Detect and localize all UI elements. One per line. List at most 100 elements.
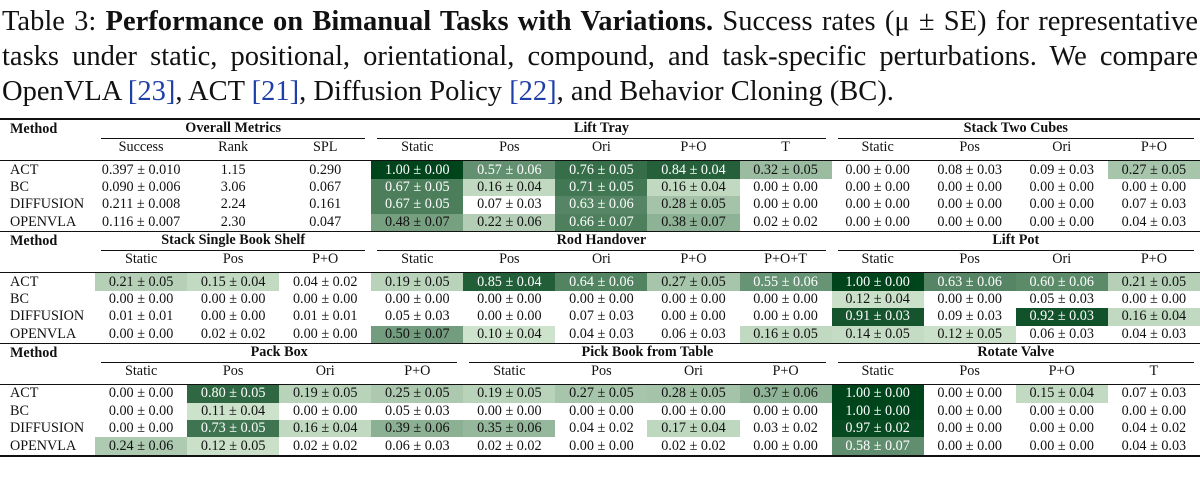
cell: 0.06 ± 0.03 (371, 437, 464, 457)
citation: [22] (509, 76, 557, 107)
cell: 0.07 ± 0.03 (1121, 196, 1187, 213)
cell: 0.04 ± 0.02 (279, 272, 372, 291)
group-header-cell: Rotate Valve (831, 342, 1200, 363)
cell: 0.00 ± 0.00 (1121, 178, 1187, 195)
method-name: BC (10, 290, 29, 307)
cell: 0.00 ± 0.00 (108, 290, 174, 307)
column-header: Static (124, 363, 158, 380)
method-header: Method (0, 230, 96, 251)
column-header: P+O (404, 363, 431, 380)
cell: 1.15 (187, 160, 280, 179)
data-row: DIFFUSION 0.00 ± 0.00 0.73 ± 0.05 0.16 ± 0.… (0, 420, 1200, 438)
cell: 0.28 ± 0.05 (647, 196, 740, 214)
column-header: Ori (1052, 251, 1072, 268)
method-name: ACT (0, 384, 96, 403)
cell: 0.02 ± 0.02 (647, 437, 740, 457)
cell: 0.04 ± 0.03 (569, 325, 634, 342)
column-header: Pos (222, 363, 244, 380)
cell: 0.84 ± 0.04 (647, 160, 740, 179)
data-row: BC 0.00 ± 0.00 0.11 ± 0.04 0.00 ± 0.00 0.05 … (0, 402, 1200, 421)
cell: 0.00 ± 0.00 (739, 437, 832, 457)
group-header-cell: Rod Handover (371, 230, 832, 251)
cell: 0.15 ± 0.04 (1015, 384, 1108, 403)
cell: 0.12 ± 0.04 (831, 290, 924, 309)
cell: 0.11 ± 0.04 (187, 402, 280, 421)
group-title: Pick Book from Table (469, 344, 826, 363)
cell: 1.00 ± 0.00 (831, 402, 924, 421)
column-header: Static (861, 139, 894, 156)
spacer (0, 363, 95, 385)
cell: 0.00 ± 0.00 (1029, 196, 1094, 213)
cell: 0.22 ± 0.06 (463, 213, 556, 232)
cell: 0.05 ± 0.03 (385, 308, 450, 325)
group-title: Rod Handover (377, 232, 826, 251)
cell: 0.00 ± 0.00 (937, 178, 1002, 195)
column-header: Ori (1052, 139, 1072, 156)
data-row: BC 0.090 ± 0.006 3.06 0.067 0.67 ± 0.05 0.16 … (0, 178, 1200, 197)
column-header: Ori (591, 251, 611, 268)
column-header: P+O (1140, 251, 1167, 268)
spacer (0, 251, 95, 273)
cell: 0.02 ± 0.02 (463, 437, 556, 457)
caption-label: Table 3: (2, 6, 97, 37)
cell: 0.04 ± 0.03 (1121, 325, 1187, 342)
method-name: DIFFUSION (10, 308, 85, 325)
column-header: Pos (499, 251, 520, 268)
cell: 2.30 (220, 213, 246, 230)
column-header: P+O (1140, 139, 1167, 156)
cell: 0.00 ± 0.00 (108, 402, 174, 419)
cell: 0.00 ± 0.00 (661, 290, 726, 307)
cell: 0.211 ± 0.008 (101, 196, 181, 213)
cell: 0.63 ± 0.06 (923, 272, 1016, 291)
cell: 0.00 ± 0.00 (1015, 437, 1108, 457)
cell: 0.16 ± 0.04 (647, 178, 740, 197)
cell: 0.71 ± 0.05 (555, 178, 648, 197)
cell: 1.00 ± 0.00 (371, 160, 464, 179)
cell: 0.00 ± 0.00 (95, 384, 188, 403)
cell: 0.00 ± 0.00 (1121, 290, 1187, 307)
cell: 0.00 ± 0.00 (753, 178, 818, 195)
column-header: Pos (959, 251, 980, 268)
cell: 0.01 ± 0.01 (292, 308, 358, 325)
group-title: Stack Single Book Shelf (101, 232, 366, 251)
data-row: OPENVLA 0.24 ± 0.06 0.12 ± 0.05 0.02 ± 0.02… (0, 437, 1200, 457)
method-name: OPENVLA (10, 213, 77, 230)
cell: 0.58 ± 0.07 (831, 437, 924, 457)
data-row: ACT 0.397 ± 0.010 1.15 0.290 1.00 ± 0.00 0.57… (0, 160, 1200, 179)
cell: 0.00 ± 0.00 (1029, 402, 1094, 419)
table-caption: Table 3: Performance on Bimanual Tasks w… (0, 0, 1200, 118)
column-header: Rank (218, 139, 249, 156)
group-header-cell: Overall Metrics (95, 118, 372, 139)
method-name: BC (10, 402, 29, 419)
column-header: SPL (312, 139, 338, 156)
citation: [21] (251, 76, 300, 107)
cell: 0.05 ± 0.03 (1029, 290, 1094, 307)
cell: 0.05 ± 0.03 (385, 402, 450, 419)
cell: 0.21 ± 0.05 (1107, 272, 1200, 291)
column-header: Ori (591, 139, 611, 156)
spacer (0, 139, 95, 161)
cell: 0.00 ± 0.00 (923, 384, 1016, 403)
data-row: DIFFUSION 0.01 ± 0.01 0.00 ± 0.00 0.01 ± 0.… (0, 308, 1200, 326)
cell: 0.19 ± 0.05 (463, 384, 556, 403)
column-header: P+O (1048, 363, 1075, 380)
cell: 0.00 ± 0.00 (292, 402, 358, 419)
column-header: Static (401, 251, 434, 268)
cell: 0.91 ± 0.03 (831, 308, 924, 326)
group-header-cell: Lift Tray (371, 118, 832, 139)
cell: 0.08 ± 0.03 (923, 160, 1016, 179)
cell: 0.02 ± 0.02 (753, 213, 818, 230)
cell: 0.60 ± 0.06 (1015, 272, 1108, 291)
column-header: Pos (591, 363, 612, 380)
cell: 0.01 ± 0.01 (108, 308, 174, 325)
column-header: Static (124, 251, 158, 268)
group-title: Rotate Valve (837, 344, 1194, 363)
column-header: P+O (312, 251, 339, 268)
cell: 0.00 ± 0.00 (1121, 402, 1187, 419)
cell: 2.24 (220, 196, 246, 213)
method-name: DIFFUSION (10, 196, 85, 213)
cell: 0.38 ± 0.07 (647, 213, 740, 232)
cell: 0.92 ± 0.03 (1015, 308, 1108, 326)
citation: [23] (127, 76, 176, 107)
cell: 0.00 ± 0.00 (937, 213, 1002, 230)
